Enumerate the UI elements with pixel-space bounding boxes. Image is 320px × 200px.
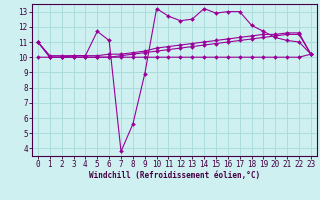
X-axis label: Windchill (Refroidissement éolien,°C): Windchill (Refroidissement éolien,°C) — [89, 171, 260, 180]
